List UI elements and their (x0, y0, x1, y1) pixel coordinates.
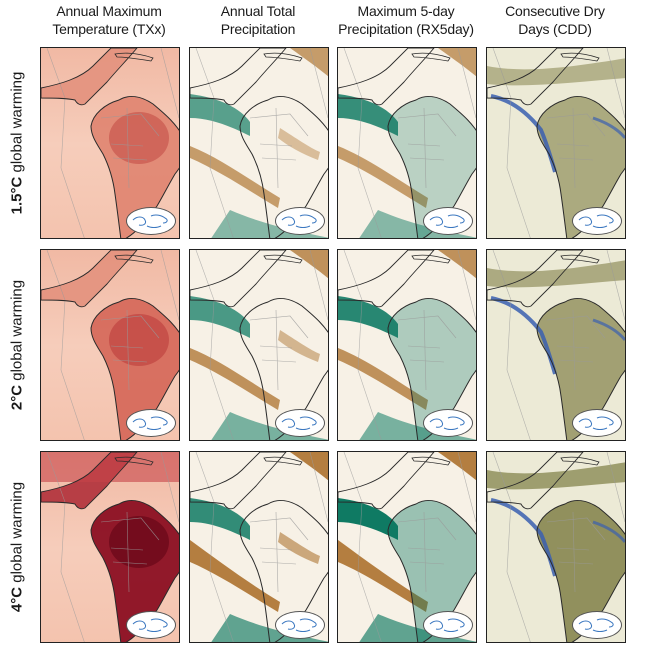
globe-inset-icon (572, 611, 622, 639)
map-panel-precip-row3 (189, 451, 329, 643)
map-panel-temp-row3 (40, 451, 180, 643)
globe-inset-icon (275, 207, 325, 235)
column-header-txx: Annual Maximum Temperature (TXx) (39, 2, 179, 38)
row-label-text: 2°C global warming (9, 280, 26, 410)
row-label-degree: 4°C (8, 586, 26, 613)
row-label-2c: 2°C global warming (4, 250, 30, 440)
column-header-line1: Annual Maximum (56, 3, 162, 19)
map-panel-rx5-row1 (337, 47, 477, 239)
map-panel-precip-row1 (189, 47, 329, 239)
column-header-line2: Precipitation (220, 21, 296, 37)
globe-inset-icon (275, 611, 325, 639)
globe-inset-icon (423, 207, 473, 235)
row-label-rest: global warming (8, 279, 26, 385)
globe-inset-icon (126, 611, 176, 639)
map-panel-temp-row2 (40, 249, 180, 441)
column-header-rx5day: Maximum 5-day Precipitation (RX5day) (336, 2, 476, 38)
column-header-cdd: Consecutive Dry Days (CDD) (485, 2, 625, 38)
row-label-degree: 2°C (8, 384, 26, 411)
column-header-line1: Maximum 5-day (357, 3, 455, 19)
globe-inset-icon (126, 409, 176, 437)
row-label-4c: 4°C global warming (4, 452, 30, 642)
map-panel-rx5-row3 (337, 451, 477, 643)
globe-inset-icon (275, 409, 325, 437)
column-header-precip: Annual Total Precipitation (188, 2, 328, 38)
column-header-line2: Temperature (TXx) (52, 21, 166, 37)
map-panel-cdd-row3 (486, 451, 626, 643)
map-panel-temp-row1 (40, 47, 180, 239)
globe-inset-icon (572, 409, 622, 437)
row-label-rest: global warming (8, 71, 26, 177)
map-panel-rx5-row2 (337, 249, 477, 441)
globe-inset-icon (423, 611, 473, 639)
row-label-degree: 1.5°C (8, 176, 26, 215)
map-panel-cdd-row1 (486, 47, 626, 239)
row-label-text: 1.5°C global warming (9, 72, 26, 215)
globe-inset-icon (423, 409, 473, 437)
globe-inset-icon (126, 207, 176, 235)
column-header-line2: Precipitation (RX5day) (338, 21, 474, 37)
globe-inset-icon (572, 207, 622, 235)
row-label-text: 4°C global warming (9, 482, 26, 612)
row-label-1-5c: 1.5°C global warming (4, 48, 30, 238)
map-panel-precip-row2 (189, 249, 329, 441)
row-label-rest: global warming (8, 481, 26, 587)
column-header-line2: Days (CDD) (518, 21, 592, 37)
column-header-line1: Annual Total (220, 3, 296, 19)
map-panel-cdd-row2 (486, 249, 626, 441)
column-header-line1: Consecutive Dry (505, 3, 605, 19)
